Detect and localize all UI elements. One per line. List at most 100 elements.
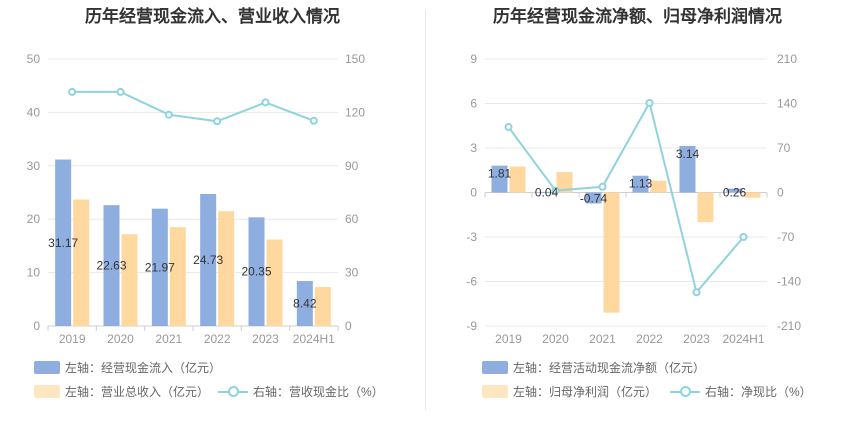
bar-primary bbox=[679, 145, 696, 193]
bar-secondary bbox=[509, 166, 526, 193]
left-axis-tick-label: 6 bbox=[470, 97, 477, 111]
bar-primary bbox=[248, 217, 265, 326]
series-line bbox=[507, 100, 745, 295]
bar-data-label: 22.63 bbox=[96, 259, 126, 273]
bar-primary bbox=[151, 208, 168, 326]
legend-item-line[interactable]: 右轴：营收现金比（%） bbox=[218, 383, 384, 400]
left-axis-tick-label: 0 bbox=[470, 186, 477, 200]
legend-item-line[interactable]: 右轴：净现比（%） bbox=[670, 383, 812, 400]
x-axis-tick-label: 2023 bbox=[252, 332, 279, 346]
bar-data-label: 20.35 bbox=[241, 265, 271, 279]
right-axis-tick-label: 120 bbox=[345, 105, 365, 119]
right-axis-tick-label: 90 bbox=[345, 159, 359, 173]
bar-secondary bbox=[603, 192, 620, 313]
line-point bbox=[645, 98, 654, 107]
chart-panel-cashflow-revenue: 历年经营现金流入、营业收入情况 0 10 20 30 40 50 0 30 60 90 120 150… bbox=[27, 7, 384, 400]
right-axis-tick-label: 0 bbox=[777, 186, 784, 200]
line-point bbox=[309, 116, 318, 125]
line-point bbox=[504, 123, 513, 132]
right-axis-tick-label: -210 bbox=[777, 319, 801, 333]
left-axis-tick-label: -6 bbox=[466, 275, 477, 289]
x-axis-tick-label: 2021 bbox=[589, 332, 616, 346]
line-point bbox=[551, 186, 560, 195]
chart-title: 历年经营现金流入、营业收入情况 bbox=[85, 7, 340, 26]
bar-primary bbox=[726, 188, 743, 193]
line-point bbox=[598, 182, 607, 191]
x-axis-tick-label: 2024H1 bbox=[293, 332, 335, 346]
left-axis-tick-label: 10 bbox=[27, 266, 41, 280]
line-point bbox=[164, 110, 173, 119]
bar-secondary bbox=[121, 234, 138, 326]
line-point bbox=[692, 288, 701, 297]
bar-primary bbox=[585, 192, 602, 204]
line-point bbox=[213, 117, 222, 126]
bar-primary bbox=[103, 205, 120, 326]
left-axis-tick-label: 3 bbox=[470, 141, 477, 155]
x-axis-tick-label: 2021 bbox=[155, 332, 182, 346]
x-axis-tick-label: 2020 bbox=[542, 332, 569, 346]
right-axis-tick-label: 210 bbox=[777, 52, 797, 66]
bar-data-label: 3.14 bbox=[676, 147, 700, 161]
bar-data-label: 0.04 bbox=[535, 186, 559, 200]
x-axis-tick-label: 2020 bbox=[107, 332, 134, 346]
left-axis-tick-label: 50 bbox=[27, 52, 41, 66]
right-axis-tick-label: 150 bbox=[345, 52, 365, 66]
bar-secondary bbox=[314, 287, 331, 326]
left-axis-tick-label: -3 bbox=[466, 230, 477, 244]
legend-item-bar-secondary[interactable]: 左轴：归母净利润（亿元） bbox=[482, 383, 657, 400]
bar-primary bbox=[55, 159, 72, 326]
bar-primary bbox=[491, 165, 508, 193]
left-axis-tick-label: 9 bbox=[470, 52, 477, 66]
x-axis-tick-label: 2022 bbox=[636, 332, 663, 346]
legend-item-bar-secondary[interactable]: 左轴：营业总收入（亿元） bbox=[34, 383, 209, 400]
chart-svg: -9 -6 -3 0 3 6 9 -210 -140 -70 0 70 140 210 2019 2020 20… bbox=[466, 52, 801, 346]
legend-swatch bbox=[482, 385, 508, 398]
line-point bbox=[116, 87, 125, 96]
bar-secondary bbox=[556, 172, 573, 193]
right-axis-tick-label: 140 bbox=[777, 97, 797, 111]
bar-secondary bbox=[218, 211, 235, 326]
chart-panel-netcash-netprofit: 历年经营现金流净额、归母净利润情况 -9 -6 -3 0 3 6 9 -210 -140 -70 0… bbox=[425, 0, 850, 437]
bar-primary bbox=[632, 175, 649, 193]
bar-data-label: 8.42 bbox=[293, 297, 317, 311]
legend-label: 左轴：营业总收入（亿元） bbox=[65, 385, 210, 399]
line-point bbox=[68, 87, 77, 96]
line-point bbox=[261, 98, 270, 107]
series-line bbox=[72, 90, 315, 123]
bar-data-label: 0.26 bbox=[723, 186, 747, 200]
legend-swatch bbox=[670, 385, 700, 398]
bar-secondary bbox=[169, 227, 186, 326]
x-axis-tick-label: 2019 bbox=[59, 332, 86, 346]
legend-label: 右轴：净现比（%） bbox=[705, 385, 812, 399]
bar-data-label: 31.17 bbox=[48, 236, 78, 250]
line-point bbox=[739, 233, 748, 241]
bar-secondary bbox=[266, 239, 283, 326]
bar-secondary bbox=[697, 192, 714, 223]
legend-swatch bbox=[34, 361, 60, 374]
bar-primary bbox=[296, 281, 313, 326]
right-axis-tick-label: 0 bbox=[345, 319, 352, 333]
left-axis-tick-label: 0 bbox=[33, 319, 40, 333]
x-axis-tick-label: 2019 bbox=[495, 332, 522, 346]
legend-label: 左轴：归母净利润（亿元） bbox=[513, 385, 658, 399]
chart-title: 历年经营现金流净额、归母净利润情况 bbox=[493, 7, 782, 26]
bar-data-label: -0.74 bbox=[580, 192, 608, 206]
legend-swatch bbox=[482, 361, 508, 374]
right-axis-tick-label: -140 bbox=[777, 275, 801, 289]
x-axis-tick-label: 2022 bbox=[204, 332, 231, 346]
left-axis-tick-label: 20 bbox=[27, 212, 41, 226]
legend-swatch bbox=[218, 385, 248, 398]
panel-divider bbox=[425, 10, 426, 410]
bar-secondary bbox=[73, 199, 90, 326]
legend-item-bar-primary[interactable]: 左轴：经营现金流入（亿元） bbox=[34, 359, 221, 376]
bar-primary bbox=[538, 191, 555, 193]
legend-item-bar-primary[interactable]: 左轴：经营活动现金流净额（亿元） bbox=[482, 359, 705, 376]
chart-svg: 0 10 20 30 40 50 0 30 60 90 120 150 2019 2020 2021 2022… bbox=[27, 52, 366, 346]
x-axis-tick-label: 2024H1 bbox=[722, 332, 764, 346]
left-axis-tick-label: 40 bbox=[27, 105, 41, 119]
bar-secondary bbox=[650, 180, 667, 193]
legend-label: 右轴：营收现金比（%） bbox=[253, 385, 384, 399]
right-axis-tick-label: 70 bbox=[777, 141, 791, 155]
bar-data-label: 1.81 bbox=[488, 167, 512, 181]
right-axis-tick-label: 60 bbox=[345, 212, 359, 226]
